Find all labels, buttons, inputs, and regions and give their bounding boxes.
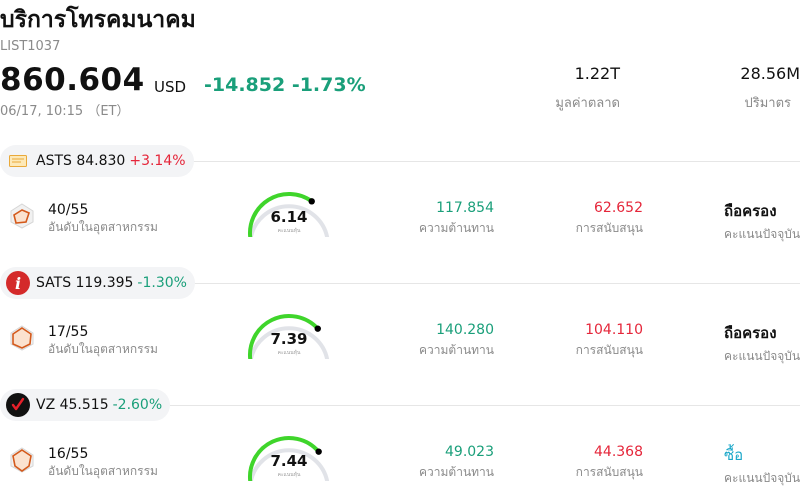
- score-value: 7.44: [270, 452, 308, 470]
- industry-rank-label: อันดับในอุตสาหกรรม: [48, 342, 158, 356]
- gauge-track: [248, 448, 330, 481]
- divider: [194, 283, 800, 284]
- rating-value: ถือครอง: [724, 324, 777, 342]
- stock-pill-vz[interactable]: VZ 45.515 -2.60%: [0, 389, 171, 421]
- industry-rank-value: 16/55: [48, 446, 89, 462]
- resistance-value: 117.854: [436, 200, 494, 216]
- resistance-label: ความต้านทาน: [419, 465, 494, 479]
- gauge-marker: [315, 448, 322, 455]
- support-label: การสนับสนุน: [575, 343, 643, 357]
- vz-logo-icon: [6, 393, 30, 417]
- score-caption: คะแนนหุ้น: [277, 350, 301, 356]
- stock-change: -1.30%: [137, 275, 187, 291]
- rating-label: คะแนนปัจจุบัน: [724, 349, 800, 363]
- resistance-label: ความต้านทาน: [419, 343, 494, 357]
- gauge-fill: [248, 192, 314, 237]
- industry-rank-label: อันดับในอุตสาหกรรม: [48, 220, 158, 234]
- support-label: การสนับสนุน: [575, 465, 643, 479]
- industry-rank-icon: [10, 203, 34, 229]
- stock-symbol: SATS 119.395: [36, 275, 134, 291]
- stock-symbol: ASTS 84.830: [36, 153, 126, 169]
- industry-rank-icon: [10, 325, 34, 351]
- score-value: 7.39: [270, 330, 308, 348]
- timestamp: 06/17, 10:15 （ET）: [0, 104, 130, 119]
- gauge-fill: [248, 314, 320, 359]
- rating-value: ถือครอง: [724, 202, 777, 220]
- score-gauge: [248, 192, 330, 237]
- rating-value: ซื้อ: [724, 446, 744, 464]
- support-label: การสนับสนุน: [575, 221, 643, 235]
- gauge-marker: [314, 325, 321, 332]
- price-change: -14.852 -1.73%: [204, 74, 366, 96]
- industry-rank-value: 17/55: [48, 324, 89, 340]
- stock-change: -2.60%: [112, 397, 163, 413]
- page-title: บริการโทรคมนาคม: [0, 7, 196, 33]
- asts-logo-icon: [6, 149, 30, 173]
- stock-pill-asts[interactable]: ASTS 84.830 +3.14%: [0, 145, 194, 177]
- industry-rank-icon: [10, 447, 34, 473]
- stock-pill-sats[interactable]: i SATS 119.395 -1.30%: [0, 267, 195, 299]
- support-value: 62.652: [594, 200, 643, 216]
- rating-label: คะแนนปัจจุบัน: [724, 227, 800, 241]
- score-gauge: [248, 436, 330, 481]
- industry-rank-value: 40/55: [48, 202, 89, 218]
- sector-code: LIST1037: [0, 39, 61, 54]
- currency-label: USD: [154, 78, 187, 96]
- sats-logo-icon: i: [6, 271, 30, 295]
- industry-rank-label: อันดับในอุตสาหกรรม: [48, 464, 158, 478]
- sector-price: 860.604: [0, 62, 145, 98]
- stock-symbol: VZ 45.515: [36, 397, 109, 413]
- gauge-fill: [248, 436, 321, 481]
- rating-label: คะแนนปัจจุบัน: [724, 471, 800, 485]
- divider: [190, 161, 800, 162]
- score-caption: คะแนนหุ้น: [277, 228, 301, 234]
- volume-label: ปริมาตร: [744, 96, 791, 111]
- score-gauge: [248, 314, 330, 359]
- svg-text:i: i: [15, 274, 21, 293]
- resistance-label: ความต้านทาน: [419, 221, 494, 235]
- score-caption: คะแนนหุ้น: [277, 472, 301, 478]
- resistance-value: 49.023: [445, 444, 494, 460]
- market-cap-value: 1.22T: [574, 64, 620, 83]
- support-value: 44.368: [594, 444, 643, 460]
- divider: [170, 405, 800, 406]
- resistance-value: 140.280: [436, 322, 494, 338]
- gauge-track: [248, 326, 330, 359]
- support-value: 104.110: [585, 322, 643, 338]
- stock-change: +3.14%: [129, 153, 186, 169]
- score-value: 6.14: [270, 208, 308, 226]
- gauge-track: [248, 204, 330, 237]
- market-cap-label: มูลค่าตลาด: [555, 96, 620, 111]
- volume-value: 28.56M: [740, 64, 800, 83]
- gauge-marker: [308, 198, 315, 205]
